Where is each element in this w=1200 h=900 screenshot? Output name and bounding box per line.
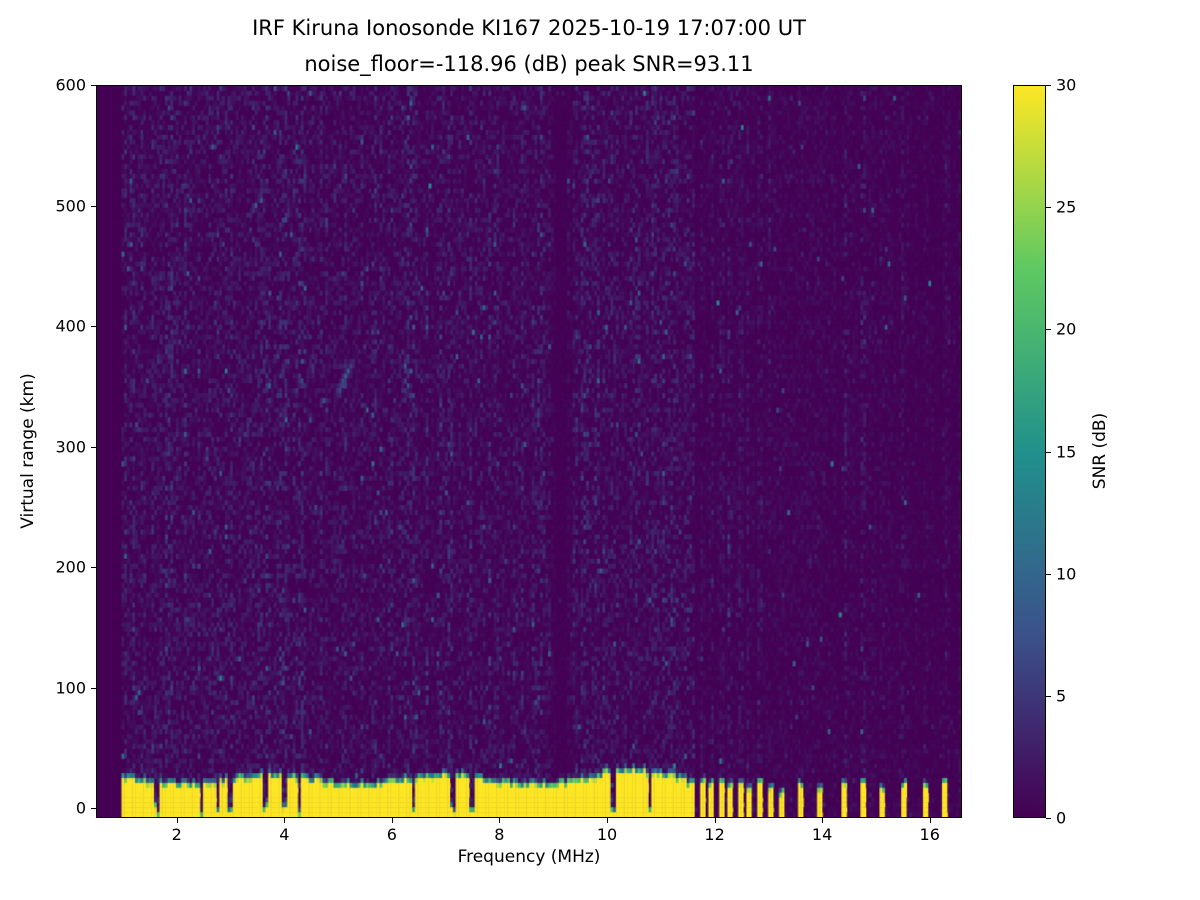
colorbar-label: SNR (dB) [1090,412,1110,490]
x-tick-mark [284,818,286,823]
y-tick-label: 500 [55,196,86,216]
chart-title: IRF Kiruna Ionosonde KI167 2025-10-19 17… [252,10,806,82]
colorbar-tick-mark [1046,573,1051,575]
x-tick-mark [822,818,824,823]
heatmap-plot-area [96,85,962,818]
chart-title-line1: IRF Kiruna Ionosonde KI167 2025-10-19 17… [252,16,806,40]
colorbar-tick-label: 15 [1056,442,1077,461]
colorbar-tick-label: 20 [1056,319,1077,339]
colorbar-tick-mark [1046,329,1051,331]
colorbar-tick-label: 10 [1056,564,1077,584]
y-tick-label: 600 [55,75,86,95]
x-tick-label: 2 [171,825,182,844]
colorbar-tick-mark [1046,207,1051,209]
colorbar-tick-mark [1046,695,1051,697]
y-tick-mark [91,205,96,207]
x-tick-mark [499,818,501,823]
x-tick-label: 6 [386,825,397,844]
x-tick-label: 4 [279,825,290,844]
y-tick-mark [91,446,96,448]
y-tick-label: 300 [55,437,86,457]
colorbar-tick-mark [1046,818,1051,819]
x-tick-label: 14 [811,825,833,844]
x-tick-label: 16 [919,825,940,844]
y-tick-label: 0 [75,798,86,818]
colorbar-tick-label: 0 [1056,808,1067,828]
x-axis-label: Frequency (MHz) [457,847,601,867]
x-tick-mark [391,818,393,823]
x-tick-mark [714,818,716,823]
x-tick-mark [607,818,608,823]
colorbar-gradient-canvas [1014,86,1045,817]
colorbar-tick-label: 30 [1056,75,1077,95]
x-tick-mark [929,818,931,823]
y-tick-mark [91,567,96,569]
y-tick-mark [91,687,96,689]
x-tick-label: 8 [494,825,505,844]
y-tick-mark [91,326,96,328]
y-tick-label: 400 [55,316,86,336]
colorbar [1013,85,1046,818]
x-tick-label: 10 [596,825,618,844]
colorbar-tick-mark [1046,451,1051,453]
y-tick-mark [91,808,96,810]
y-tick-label: 100 [55,678,86,698]
x-tick-label: 12 [704,825,725,844]
colorbar-tick-label: 5 [1056,686,1067,706]
colorbar-tick-label: 25 [1056,197,1077,217]
colorbar-tick-mark [1046,85,1051,86]
x-tick-mark [176,818,178,823]
y-tick-mark [91,85,96,86]
y-tick-label: 200 [55,557,86,577]
chart-title-line2: noise_floor=-118.96 (dB) peak SNR=93.11 [304,52,754,76]
ionogram-heatmap-canvas [97,86,961,817]
